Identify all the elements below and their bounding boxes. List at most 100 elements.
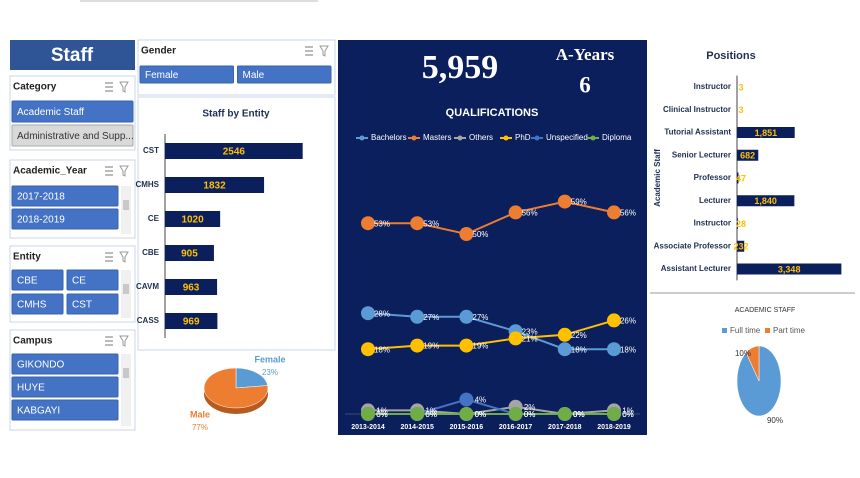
category-label: Instructor [694, 219, 731, 228]
legend-label: Unspecified [546, 133, 588, 142]
slicer-title: Entity [13, 252, 41, 263]
value-label: 27% [423, 313, 439, 322]
legend-marker [457, 135, 463, 141]
slicer-item[interactable] [66, 269, 119, 291]
chart-title: QUALIFICATIONS [446, 107, 539, 119]
slicer-item[interactable] [11, 376, 119, 398]
point [459, 407, 474, 421]
bar [165, 279, 218, 295]
bar [165, 177, 265, 193]
value-label: 1% [425, 407, 437, 416]
slicer-item[interactable] [11, 208, 119, 230]
slicer-item[interactable] [11, 124, 134, 147]
multi-select-icon[interactable] [305, 46, 313, 56]
slicer-item-label[interactable]: CST [72, 300, 92, 311]
scroll-thumb[interactable] [123, 200, 129, 210]
clear-filter-icon[interactable] [319, 45, 329, 57]
clear-filter-icon[interactable] [119, 165, 129, 177]
legend-marker [534, 135, 540, 141]
entity-panel [137, 96, 336, 351]
value-label: 1% [622, 407, 634, 416]
slicer-item[interactable] [11, 269, 64, 291]
value-label: 0% [573, 410, 585, 419]
multi-select-icon[interactable] [105, 336, 113, 346]
bar [165, 211, 221, 227]
value-label: 23% [262, 368, 278, 377]
y-axis-label: Academic Staff [653, 149, 662, 207]
legend-marker [503, 135, 509, 141]
value-label: 232 [733, 242, 748, 252]
category-label: Assistant Lecturer [661, 264, 731, 273]
scroll-thumb[interactable] [123, 284, 129, 294]
scroll-thumb[interactable] [123, 368, 129, 378]
slicer-item[interactable] [11, 353, 119, 375]
slicer-item-label[interactable]: 2018-2019 [17, 215, 65, 226]
slicer-item-label[interactable]: 2017-2018 [17, 192, 65, 203]
value-label: 0% [475, 410, 487, 419]
value-label: 4% [475, 396, 487, 405]
point [508, 407, 523, 421]
value-label: 19% [423, 342, 439, 351]
slicer-item-label[interactable]: CBE [17, 276, 38, 287]
slicer-item[interactable] [11, 399, 119, 421]
bar [737, 149, 759, 161]
staff-title: Staff [51, 45, 94, 66]
kpi-years: 6 [579, 72, 591, 97]
slicer-item-label[interactable]: KABGAYI [17, 406, 60, 417]
slicer-item-label[interactable]: Academic Staff [17, 107, 84, 118]
slicer-item[interactable] [11, 293, 64, 315]
slicer-item[interactable] [66, 293, 119, 315]
x-tick-label: 2015-2016 [450, 424, 484, 431]
value-label: 47 [736, 173, 746, 183]
point [410, 309, 425, 324]
value-label: 905 [181, 249, 198, 260]
slicer-title: Category [13, 82, 57, 93]
legend-marker [590, 135, 596, 141]
legend-label: Others [469, 133, 493, 142]
value-label: 0% [376, 410, 388, 419]
point [459, 309, 474, 324]
value-label: 23% [522, 327, 538, 336]
slicer-item-label[interactable]: Male [243, 70, 265, 81]
category-label: Instructor [694, 82, 731, 91]
staff-header [10, 40, 135, 70]
multi-select-icon[interactable] [105, 166, 113, 176]
clear-filter-icon[interactable] [119, 251, 129, 263]
slicer-item-label[interactable]: CMHS [17, 300, 47, 311]
multi-select-icon[interactable] [105, 252, 113, 262]
slicer-item-label[interactable]: CE [72, 276, 86, 287]
multi-select-icon[interactable] [105, 82, 113, 92]
slicer-item[interactable] [11, 185, 119, 207]
value-label: 963 [183, 283, 200, 294]
slicer-item-label[interactable]: GIKONDO [17, 360, 64, 371]
clear-filter-icon[interactable] [119, 335, 129, 347]
slicer-item-label[interactable]: Administrative and Supp... [17, 131, 134, 142]
point [361, 407, 375, 421]
value-label: 1% [376, 407, 388, 416]
slicer-item[interactable] [237, 65, 332, 84]
pie-slice [203, 367, 269, 409]
value-label: 0% [425, 410, 437, 419]
point [557, 194, 572, 209]
clear-filter-icon[interactable] [119, 81, 129, 93]
legend-label: Diploma [602, 133, 632, 142]
category-label: Clinical Instructor [663, 105, 731, 114]
chart-title: ACADEMIC STAFF [735, 307, 796, 314]
point [361, 306, 375, 321]
slicer-item[interactable] [139, 65, 234, 84]
slicer-title: Campus [13, 336, 53, 347]
value-label: 90% [767, 416, 783, 425]
point [607, 205, 621, 220]
slicer-item[interactable] [11, 100, 134, 123]
slicer-item-label[interactable]: Female [145, 70, 179, 81]
x-tick-label: 2013-2014 [351, 424, 385, 431]
bar [737, 240, 745, 252]
center-panel [338, 40, 647, 435]
category-label: Female [254, 354, 285, 364]
value-label: 0% [524, 410, 536, 419]
legend-label: Full time [730, 326, 761, 335]
legend-label: Part time [773, 326, 806, 335]
slicer-item-label[interactable]: HUYE [17, 383, 45, 394]
legend-label: PhD [515, 133, 531, 142]
category-label: CAVM [136, 282, 159, 291]
